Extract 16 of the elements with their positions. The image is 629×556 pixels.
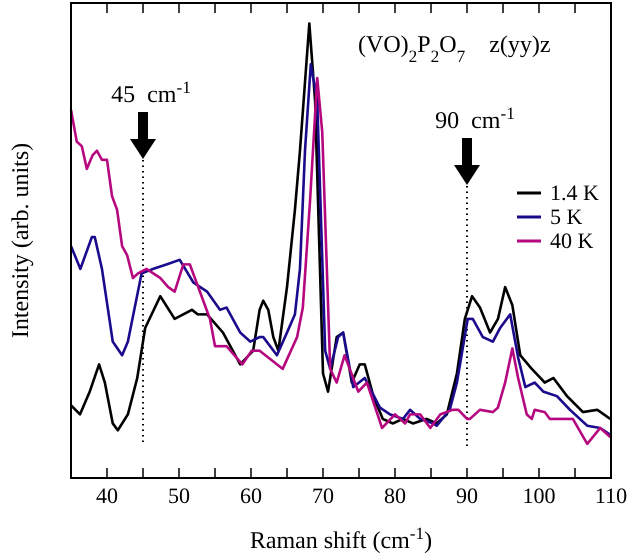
ref-line-label: 90 cm$^{-1}$: [435, 104, 515, 134]
x-tick-label: 80: [384, 483, 406, 508]
ref-line-label: 45 cm$^{-1}$: [111, 78, 191, 108]
x-tick-label: 60: [240, 483, 262, 508]
x-tick-label: 100: [522, 483, 556, 508]
legend-label: 40 K: [550, 228, 594, 253]
x-tick-label: 90: [456, 483, 478, 508]
y-axis-title: Intensity (arb. units): [8, 142, 34, 338]
x-axis-title: Raman shift (cm$^{-1}$): [250, 524, 432, 554]
legend-label: 5 K: [550, 204, 582, 229]
x-tick-label: 40: [96, 483, 118, 508]
x-tick-label: 70: [312, 483, 334, 508]
legend-label: 1.4 K: [550, 180, 599, 205]
x-tick-label: 110: [594, 483, 628, 508]
x-tick-label: 50: [168, 483, 190, 508]
text: (VO)$_{2}$P$_{2}$O$_{7}$ z(yy)z: [358, 32, 551, 66]
